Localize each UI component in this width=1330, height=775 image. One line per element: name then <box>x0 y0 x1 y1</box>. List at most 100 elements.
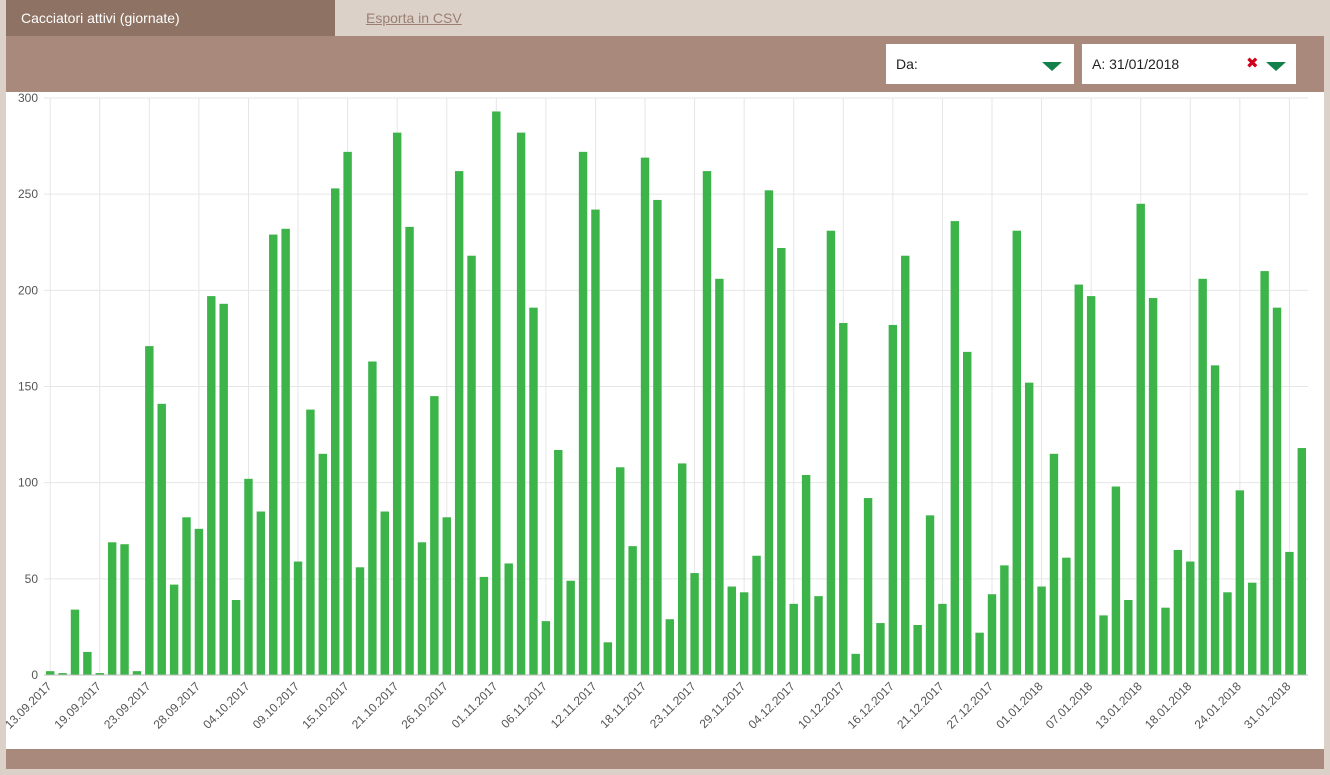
bar <box>368 361 377 675</box>
bar <box>987 594 997 675</box>
bar <box>1297 448 1307 675</box>
bar-chart: 05010015020025030013.09.201719.09.201723… <box>2 91 1308 732</box>
bar <box>467 255 476 676</box>
date-to-label: A: 31/01/2018 <box>1092 56 1180 72</box>
bar <box>554 449 563 675</box>
bar <box>1198 278 1207 675</box>
bar <box>801 474 811 675</box>
bar <box>752 555 761 675</box>
bar <box>1049 453 1059 675</box>
bar <box>901 255 910 676</box>
x-tick-label: 07.01.2018 <box>1043 679 1096 732</box>
bar <box>1124 599 1133 675</box>
bar <box>430 396 439 675</box>
y-tick-label: 0 <box>31 668 38 682</box>
bar <box>1000 565 1009 675</box>
bar <box>876 623 885 675</box>
bar <box>739 592 749 675</box>
bar <box>281 228 290 675</box>
chevron-down-icon[interactable] <box>1266 62 1286 71</box>
x-tick-label: 13.01.2018 <box>1092 679 1145 732</box>
bar <box>1161 607 1170 675</box>
chart-panel: 0 50 100 150 200 250 300 13.09.2017 19.09.2017 23… <box>2 91 1324 749</box>
bar <box>888 324 898 675</box>
bar <box>417 542 427 675</box>
x-tick-label: 09.10.2017 <box>250 679 303 732</box>
x-tick-label: 21.12.2017 <box>894 679 947 732</box>
x-tick-label: 01.11.2017 <box>449 679 501 731</box>
bar <box>1285 551 1294 675</box>
bar <box>727 586 736 675</box>
tab-active-hunters[interactable]: Cacciatori attivi (giornate) <box>6 0 335 36</box>
bar <box>405 226 414 675</box>
bar <box>851 653 860 675</box>
x-tick-label: 18.11.2017 <box>597 679 649 731</box>
date-from-select[interactable]: Da: <box>886 44 1074 84</box>
bar <box>1074 284 1083 675</box>
clear-icon[interactable]: ✖ <box>1246 55 1259 72</box>
bar <box>331 188 340 675</box>
bar <box>963 351 972 675</box>
bar <box>169 584 179 675</box>
bar <box>392 132 402 675</box>
bar <box>814 596 823 675</box>
x-tick-label: 31.01.2018 <box>1241 679 1294 732</box>
bar <box>591 209 600 675</box>
bar <box>1136 203 1145 675</box>
bar <box>1223 592 1232 675</box>
bar <box>789 603 798 675</box>
bar <box>1210 365 1220 675</box>
bar <box>839 323 848 675</box>
bar <box>318 453 328 675</box>
bar <box>938 603 947 675</box>
bar <box>1062 557 1071 675</box>
bar <box>244 478 253 675</box>
bar <box>306 409 315 675</box>
bar <box>566 580 575 675</box>
bar <box>219 303 228 675</box>
bar <box>207 296 216 675</box>
x-tick-label: 21.10.2017 <box>349 679 402 732</box>
bar <box>715 278 724 675</box>
bar <box>541 621 551 675</box>
bar <box>616 467 625 675</box>
bar <box>1235 490 1245 675</box>
y-tick-label: 300 <box>18 92 38 105</box>
x-tick-label: 13.09.2017 <box>6 679 55 732</box>
bar <box>665 619 675 675</box>
footer-bar <box>6 749 1324 769</box>
x-tick-label: 23.11.2017 <box>647 679 699 731</box>
bar <box>231 599 241 675</box>
tab-bar: Cacciatori attivi (giornate) Esporta in … <box>6 0 1324 36</box>
filter-toolbar: Da: A: 31/01/2018 ✖ <box>6 36 1324 92</box>
x-tick-label: 12.11.2017 <box>548 679 600 731</box>
export-csv-link[interactable]: Esporta in CSV <box>366 10 462 26</box>
bar <box>95 673 104 675</box>
bar <box>863 498 873 675</box>
x-tick-label: 29.11.2017 <box>697 679 749 731</box>
x-tick-label: 26.10.2017 <box>398 679 451 732</box>
y-tick-label: 150 <box>18 380 38 394</box>
bar <box>1148 298 1158 675</box>
chevron-down-icon[interactable] <box>1042 62 1062 71</box>
y-tick-label: 250 <box>18 187 38 201</box>
bar <box>516 132 526 675</box>
bar <box>256 511 266 675</box>
bar <box>1099 615 1108 675</box>
bar <box>1086 296 1096 675</box>
bar <box>269 234 278 675</box>
y-tick-label: 50 <box>25 572 39 586</box>
bar <box>529 307 538 675</box>
bar <box>764 190 774 675</box>
bar <box>70 609 80 675</box>
bar <box>1012 230 1021 675</box>
x-tick-label: 06.11.2017 <box>498 679 550 731</box>
bar <box>120 544 129 675</box>
x-tick-label: 18.01.2018 <box>1142 679 1195 732</box>
bar <box>925 515 935 675</box>
date-to-select[interactable]: A: 31/01/2018 ✖ <box>1082 44 1296 84</box>
bar <box>504 563 513 675</box>
bar <box>975 632 984 675</box>
bar <box>690 573 699 675</box>
bar <box>454 171 464 675</box>
